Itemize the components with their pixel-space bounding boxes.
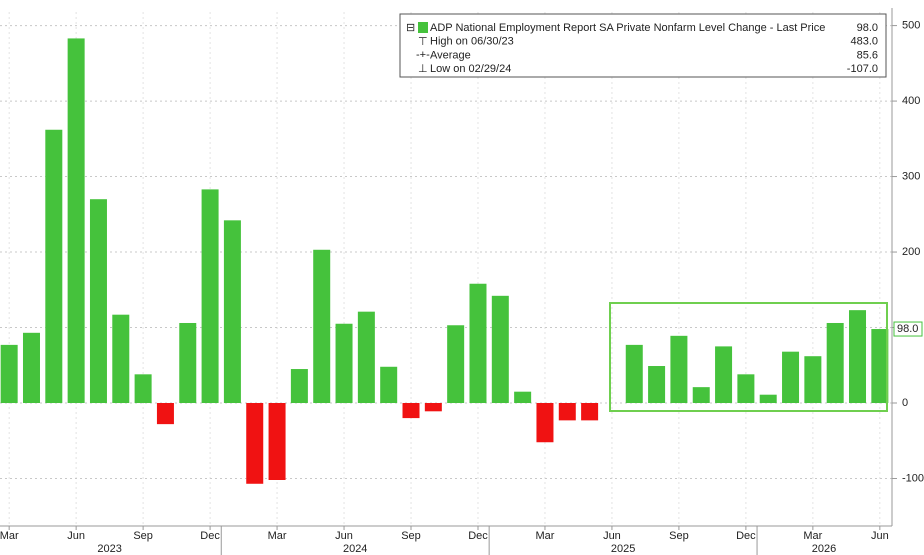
legend-icon: -+- [416, 49, 430, 61]
bar [491, 295, 509, 404]
legend-icon: ⊟ [406, 22, 415, 34]
bar [201, 189, 219, 404]
bar [402, 403, 420, 419]
legend-swatch [418, 22, 428, 33]
bar [759, 394, 777, 404]
bar [514, 391, 532, 404]
bar [268, 403, 286, 480]
x-tick-label: Dec [736, 530, 756, 542]
y-tick-label: 400 [902, 95, 920, 107]
x-tick-label: Sep [133, 530, 153, 542]
bar [0, 344, 18, 404]
x-tick-label: Mar [535, 530, 554, 542]
bar [156, 403, 174, 425]
bar [313, 249, 331, 404]
legend-items: ADP National Employment Report SA Privat… [430, 22, 878, 75]
bar [826, 322, 844, 404]
bar [536, 403, 554, 443]
bar [849, 310, 867, 404]
highlight-box [609, 302, 888, 412]
year-label: 2024 [343, 543, 367, 555]
x-tick-label: Mar [268, 530, 287, 542]
bar [112, 314, 130, 404]
bar [692, 387, 710, 404]
x-tick-label: Mar [803, 530, 822, 542]
x-tick-label: Jun [871, 530, 889, 542]
bar [737, 374, 755, 404]
bar [424, 403, 442, 412]
bar [782, 351, 800, 404]
bar [67, 38, 85, 404]
x-tick-label: Mar [0, 530, 19, 542]
x-tick-label: Sep [669, 530, 689, 542]
legend-label: High on 06/30/23 [430, 36, 514, 48]
legend-box [399, 13, 887, 78]
bar [335, 323, 353, 404]
legend: ⊟ ⊤ -+- ⊥ ADP National Employment Report… [399, 13, 887, 78]
bar [290, 369, 308, 404]
y-tick-label: 500 [902, 19, 920, 31]
year-label: 2023 [97, 543, 121, 555]
year-label: 2026 [812, 543, 836, 555]
y-tick-label: -100 [902, 472, 924, 484]
bar [246, 403, 264, 484]
legend-label: Low on 02/29/24 [430, 63, 511, 75]
x-tick-label: Sep [401, 530, 421, 542]
bar [804, 356, 822, 404]
plot-area [0, 12, 892, 526]
bar [134, 374, 152, 404]
y-tick-label: 300 [902, 170, 920, 182]
bar [670, 335, 688, 404]
bar [581, 403, 599, 421]
last-price-label: 98.0 [897, 323, 918, 335]
x-tick-label: Dec [200, 530, 220, 542]
legend-value: 85.6 [857, 49, 878, 61]
legend-label: Average [430, 49, 471, 61]
bar [380, 366, 398, 404]
last-price-tag [893, 321, 923, 337]
bar [469, 283, 487, 404]
y-tick-label: 200 [902, 246, 920, 258]
legend-value: -107.0 [847, 63, 878, 75]
x-tick-label: Dec [468, 530, 488, 542]
x-tick-label: Jun [335, 530, 353, 542]
bar [89, 199, 107, 404]
bar [223, 220, 241, 404]
x-tick-label: Jun [603, 530, 621, 542]
y-tick-label: 0 [902, 397, 908, 409]
legend-value: 98.0 [857, 22, 878, 34]
legend-label: ADP National Employment Report SA Privat… [430, 22, 825, 34]
bar [715, 346, 733, 404]
bar [648, 366, 666, 404]
bar [871, 329, 889, 404]
x-tick-label: Jun [67, 530, 85, 542]
year-label: 2025 [611, 543, 635, 555]
legend-icon: ⊥ [418, 63, 428, 75]
legend-value: 483.0 [850, 36, 878, 48]
bar [625, 344, 643, 404]
bar [22, 332, 40, 404]
bar [45, 129, 63, 404]
legend-icon: ⊤ [418, 36, 428, 48]
bar [558, 403, 576, 421]
bar [357, 311, 375, 404]
bar [179, 322, 197, 404]
bar [447, 325, 465, 404]
